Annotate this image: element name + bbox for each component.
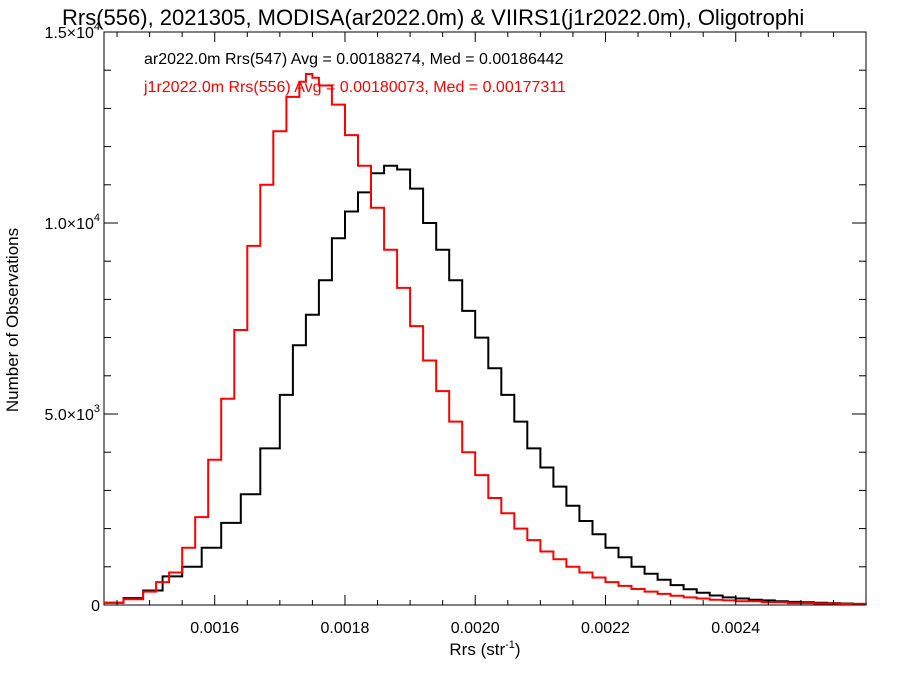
- series-line-0: [104, 164, 867, 605]
- x-axis-label-tail: ): [515, 640, 521, 659]
- y-tick-exponent: 4: [94, 212, 100, 224]
- y-axis-label: Number of Observations: [3, 228, 22, 412]
- y-tick-mantissa: 0: [91, 598, 100, 615]
- y-tick-label: 5.0×103: [44, 403, 100, 424]
- x-axis-label-main: Rrs (str: [449, 640, 505, 659]
- x-tick-label: 0.0022: [581, 620, 630, 637]
- y-tick-exponent: 4: [94, 21, 100, 33]
- y-tick-mantissa: 1.0×10: [44, 216, 93, 233]
- y-tick-label: 0: [91, 598, 100, 615]
- y-tick-mantissa: 5.0×10: [44, 407, 93, 424]
- x-axis-label-sup: -1: [505, 639, 515, 651]
- series-layer: [104, 73, 867, 605]
- plot-frame: [103, 31, 867, 606]
- x-axis-label: Rrs (str-1): [449, 639, 520, 659]
- x-axis-ticks: 0.0016 0.0018 0.0020 0.0022 0.0024: [116, 32, 834, 637]
- chart-title: Rrs(556), 2021305, MODISA(ar2022.0m) & V…: [62, 5, 804, 30]
- y-tick-mantissa: 1.5×10: [44, 25, 93, 42]
- series-line-1: [104, 73, 867, 605]
- y-tick-exponent: 3: [94, 403, 100, 415]
- x-tick-label: 0.0024: [711, 620, 760, 637]
- x-tick-label: 0.0016: [190, 620, 239, 637]
- annotation-viirs-stats: j1r2022.0m Rrs(556) Avg = 0.00180073, Me…: [143, 79, 566, 96]
- x-tick-label: 0.0018: [321, 620, 370, 637]
- y-tick-label: 1.0×104: [44, 212, 100, 233]
- annotation-modis-stats: ar2022.0m Rrs(547) Avg = 0.00188274, Med…: [144, 51, 564, 68]
- x-tick-label: 0.0020: [451, 620, 500, 637]
- plot-border: [103, 31, 867, 606]
- y-tick-label: 1.5×104: [44, 21, 100, 42]
